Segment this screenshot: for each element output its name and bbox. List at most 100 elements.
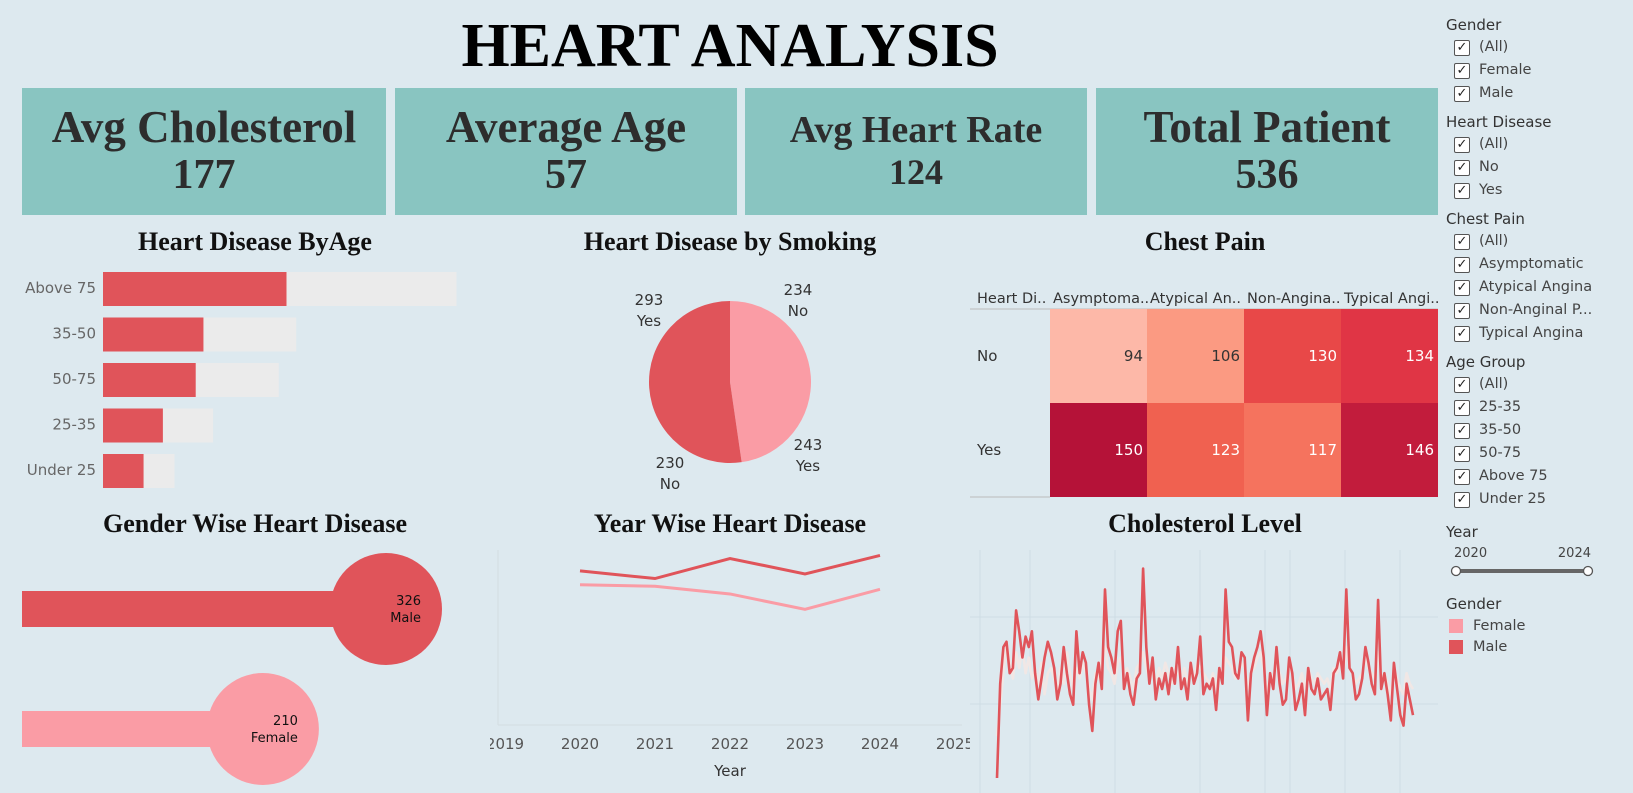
filter-option[interactable]: ✓ Asymptomatic (1446, 253, 1633, 276)
filter-option[interactable]: ✓ Typical Angina (1446, 322, 1633, 345)
filter-option[interactable]: ✓ Yes (1446, 179, 1633, 202)
year-series-line (579, 553, 881, 581)
smoking-pie-chart: 234 No 243 Yes 230 No 293 Yes (635, 281, 823, 493)
checkbox-checked-icon[interactable]: ✓ (1454, 468, 1470, 485)
checkbox-checked-icon[interactable]: ✓ (1454, 256, 1470, 273)
heatmap-cell (1341, 403, 1438, 497)
age-bar-disease (103, 363, 196, 397)
checkbox-checked-icon[interactable]: ✓ (1454, 85, 1470, 102)
filter-option[interactable]: ✓ Male (1446, 82, 1633, 105)
heatmap-cell (1341, 309, 1438, 403)
filter-option[interactable]: ✓ Above 75 (1446, 465, 1633, 488)
checkbox-checked-icon[interactable]: ✓ (1454, 182, 1470, 199)
checkbox-checked-icon[interactable]: ✓ (1454, 422, 1470, 439)
age-bar-disease (103, 317, 204, 352)
filter-title: Age Group (1446, 353, 1526, 371)
checkbox-checked-icon[interactable]: ✓ (1454, 376, 1470, 393)
age-bar-disease (103, 454, 144, 488)
legend-label: Female (1473, 617, 1526, 634)
gender-category-label: Male (390, 611, 421, 626)
age-category-label: 50-75 (52, 370, 96, 388)
kpi-avg-heart-rate: Avg Heart Rate 124 (745, 88, 1087, 215)
kpi-value: 536 (1235, 152, 1299, 198)
pie-value-label: 293 (635, 291, 664, 309)
filter-title: Chest Pain (1446, 210, 1525, 228)
age-bar-chart: Above 75 35-50 50-75 25-35 Under 25 (25, 272, 457, 488)
year-tick-label: 2021 (636, 735, 674, 753)
filter-option[interactable]: ✓ (All) (1446, 373, 1633, 396)
heatmap-column-header: Atypical An.. (1150, 291, 1241, 307)
age-category-label: 25-35 (52, 416, 96, 434)
year-slider[interactable] (1446, 563, 1606, 579)
year-tick-label: 2025 (936, 735, 970, 753)
checkbox-checked-icon[interactable]: ✓ (1454, 491, 1470, 508)
chest-pain-heatmap: Heart Di.. Asymptoma.. Atypical An.. Non-An… (970, 291, 1439, 498)
filter-option[interactable]: ✓ No (1446, 156, 1633, 179)
filter-option[interactable]: ✓ (All) (1446, 230, 1633, 253)
filter-option[interactable]: ✓ 35-50 (1446, 419, 1633, 442)
year-series-line (579, 583, 881, 611)
pie-category-label: No (788, 302, 808, 320)
year-line-chart: 2019 2020 2021 2022 2023 2024 2025 Year (490, 550, 970, 780)
filter-option-label: Non-Anginal P... (1479, 302, 1593, 318)
filter-option[interactable]: ✓ Under 25 (1446, 488, 1633, 511)
filter-option[interactable]: ✓ Non-Anginal P... (1446, 299, 1633, 322)
heatmap-cell (1050, 403, 1147, 497)
heatmap-column-header: Asymptoma.. (1053, 291, 1149, 307)
page-title: HEART ANALYSIS (461, 12, 999, 80)
year-slider-max-handle[interactable] (1582, 565, 1594, 577)
checkbox-checked-icon[interactable]: ✓ (1454, 445, 1470, 462)
year-tick-label: 2024 (861, 735, 899, 753)
kpi-value: 177 (172, 152, 236, 198)
year-axis-title: Year (713, 762, 747, 780)
checkbox-checked-icon[interactable]: ✓ (1454, 62, 1470, 79)
heatmap-cell-value: 130 (1308, 347, 1337, 365)
pie-value-label: 234 (784, 281, 813, 299)
checkbox-checked-icon[interactable]: ✓ (1454, 302, 1470, 319)
kpi-label: Avg Cholesterol (51, 102, 357, 152)
checkbox-checked-icon[interactable]: ✓ (1454, 279, 1470, 296)
heatmap-column-header: Non-Angina.. (1247, 291, 1340, 307)
chart-title-gender: Gender Wise Heart Disease (102, 509, 407, 538)
year-filter-title: Year (1446, 523, 1478, 541)
year-tick-label: 2019 (490, 735, 524, 753)
gender-category-label: Female (251, 731, 298, 746)
heatmap-cell (1050, 309, 1147, 403)
legend-label: Male (1473, 638, 1508, 655)
gender-value-label: 210 (273, 714, 298, 729)
checkbox-checked-icon[interactable]: ✓ (1454, 136, 1470, 153)
heatmap-row-label: Yes (976, 441, 1001, 459)
kpi-total-patient: Total Patient 536 (1096, 88, 1438, 215)
kpi-value: 124 (889, 152, 943, 192)
heatmap-cell-value: 134 (1405, 347, 1434, 365)
checkbox-checked-icon[interactable]: ✓ (1454, 39, 1470, 56)
filter-option[interactable]: ✓ 25-35 (1446, 396, 1633, 419)
checkbox-checked-icon[interactable]: ✓ (1454, 399, 1470, 416)
filter-option[interactable]: ✓ 50-75 (1446, 442, 1633, 465)
pie-slice-pink (730, 301, 812, 463)
filter-option[interactable]: ✓ (All) (1446, 36, 1633, 59)
heatmap-cell-value: 150 (1114, 441, 1143, 459)
heatmap-cell (1147, 309, 1244, 403)
filter-option-label: 25-35 (1479, 399, 1522, 415)
legend-item-male: Male (1446, 636, 1633, 657)
checkbox-checked-icon[interactable]: ✓ (1454, 159, 1470, 176)
filter-option-label: Male (1479, 85, 1514, 101)
age-category-label: Above 75 (25, 279, 96, 297)
filter-panel: Gender ✓ (All) ✓ Female ✓ Male Heart Disease ✓ (A… (1446, 14, 1633, 657)
heatmap-row-header: Heart Di.. (977, 291, 1046, 307)
filter-option-label: Atypical Angina (1479, 279, 1593, 295)
filter-option[interactable]: ✓ Atypical Angina (1446, 276, 1633, 299)
filter-option[interactable]: ✓ (All) (1446, 133, 1633, 156)
checkbox-checked-icon[interactable]: ✓ (1454, 233, 1470, 250)
year-slider-min-handle[interactable] (1450, 565, 1462, 577)
checkbox-checked-icon[interactable]: ✓ (1454, 325, 1470, 342)
filter-option[interactable]: ✓ Female (1446, 59, 1633, 82)
legend-title: Gender (1446, 595, 1502, 613)
age-category-label: 35-50 (52, 325, 96, 343)
filter-option-label: Yes (1479, 182, 1503, 198)
kpi-avg-cholesterol: Avg Cholesterol 177 (22, 88, 386, 215)
chart-title-year: Year Wise Heart Disease (593, 509, 867, 538)
year-min-label: 2020 (1454, 546, 1488, 561)
kpi-value: 57 (545, 152, 587, 198)
